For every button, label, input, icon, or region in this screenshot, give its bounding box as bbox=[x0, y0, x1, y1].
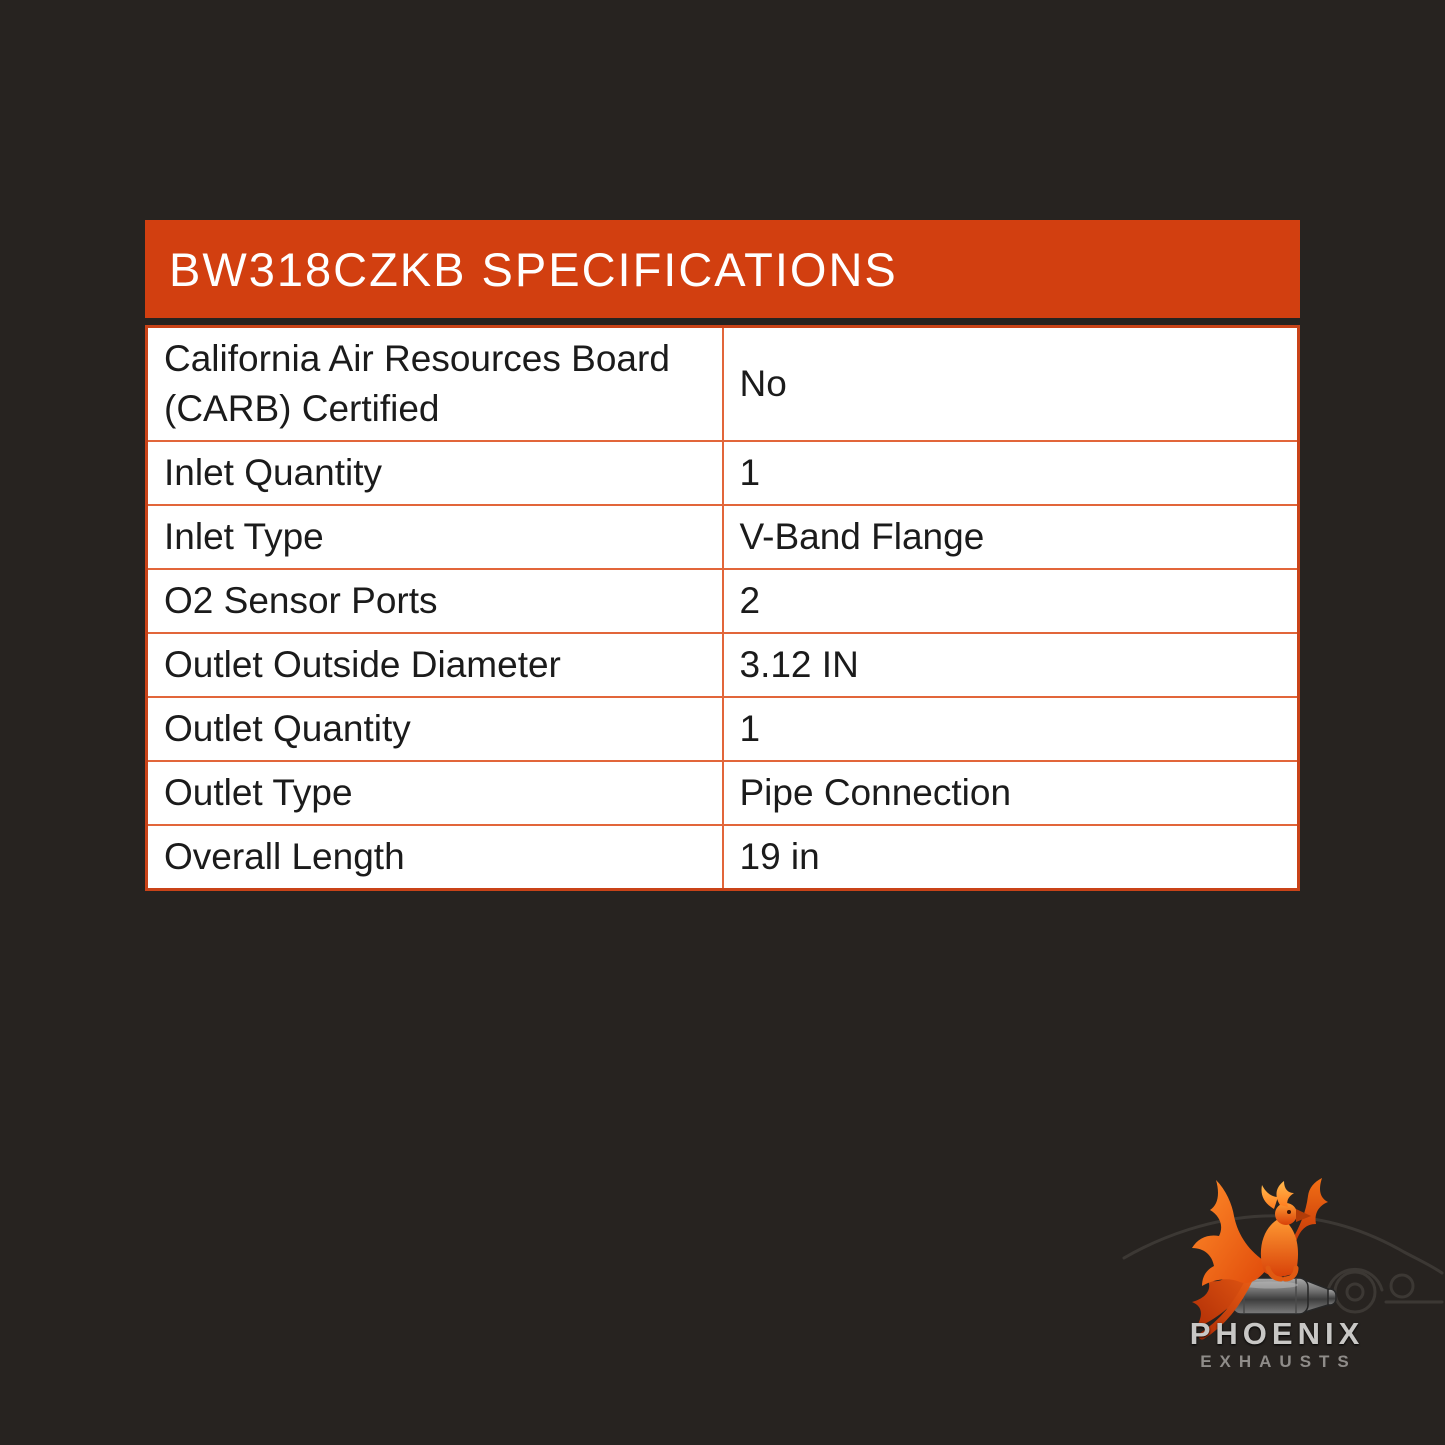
spec-card: BW318CZKB SPECIFICATIONS California Air … bbox=[145, 220, 1300, 891]
spec-value: 3.12 IN bbox=[721, 631, 1300, 698]
spec-label: Inlet Quantity bbox=[145, 439, 724, 506]
spec-label: California Air Resources Board (CARB) Ce… bbox=[145, 325, 724, 442]
phoenix-on-muffler-icon bbox=[1122, 1178, 1444, 1340]
table-row: Inlet Type V-Band Flange bbox=[145, 503, 1300, 570]
table-row: Outlet Type Pipe Connection bbox=[145, 759, 1300, 826]
table-row: Overall Length 19 in bbox=[145, 823, 1300, 891]
spec-label: Overall Length bbox=[145, 823, 724, 891]
brand-subname: EXHAUSTS bbox=[1200, 1352, 1357, 1371]
spec-value: V-Band Flange bbox=[721, 503, 1300, 570]
brand-name: PHOENIX bbox=[1189, 1316, 1365, 1351]
table-row: California Air Resources Board (CARB) Ce… bbox=[145, 325, 1300, 442]
spec-label: Outlet Outside Diameter bbox=[145, 631, 724, 698]
brand-logo: PHOENIX EXHAUSTS bbox=[1104, 1178, 1445, 1388]
phoenix-icon bbox=[1192, 1178, 1328, 1340]
spec-value: 1 bbox=[721, 439, 1300, 506]
spec-card-title: BW318CZKB SPECIFICATIONS bbox=[169, 242, 898, 296]
table-row: Inlet Quantity 1 bbox=[145, 439, 1300, 506]
spec-table: California Air Resources Board (CARB) Ce… bbox=[145, 325, 1300, 891]
spec-value: 19 in bbox=[721, 823, 1300, 891]
spec-label: Inlet Type bbox=[145, 503, 724, 570]
spec-value: Pipe Connection bbox=[721, 759, 1300, 826]
spec-label: Outlet Quantity bbox=[145, 695, 724, 762]
spec-value: 1 bbox=[721, 695, 1300, 762]
spec-label: Outlet Type bbox=[145, 759, 724, 826]
spec-value: No bbox=[721, 325, 1300, 442]
spec-value: 2 bbox=[721, 567, 1300, 634]
table-row: Outlet Outside Diameter 3.12 IN bbox=[145, 631, 1300, 698]
spec-label: O2 Sensor Ports bbox=[145, 567, 724, 634]
table-row: O2 Sensor Ports 2 bbox=[145, 567, 1300, 634]
spec-card-header: BW318CZKB SPECIFICATIONS bbox=[145, 220, 1300, 318]
table-row: Outlet Quantity 1 bbox=[145, 695, 1300, 762]
